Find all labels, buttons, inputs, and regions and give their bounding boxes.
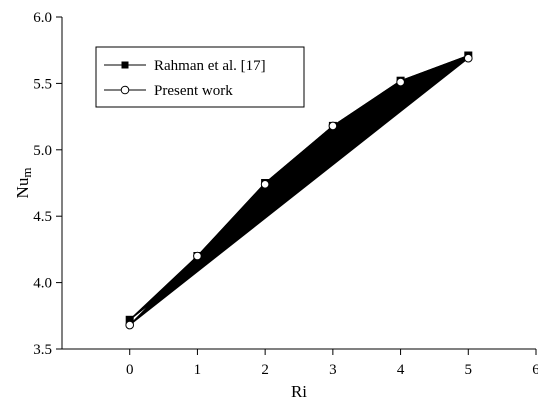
data-point-circle [396,77,405,87]
y-tick-label: 4.5 [33,209,52,225]
data-point-circle [125,320,134,330]
x-tick-label: 3 [329,362,337,378]
y-tick-label: 6.0 [33,10,52,26]
axis-labels: Ri Num [13,168,307,401]
legend-marker-square [121,61,129,69]
x-tick-label: 4 [397,362,405,378]
y-tick-label: 4.0 [33,276,52,292]
x-tick-label: 0 [126,362,134,378]
data-point-circle [260,180,270,189]
legend-box [95,46,305,108]
y-axis-label-main: Nu [13,177,32,198]
legend-label-1: Rahman et al. [17] [154,58,266,74]
legend-marker-circle [120,85,130,95]
data-point-circle [464,53,473,63]
legend: Rahman et al. [17] Present work [95,46,305,108]
y-tick-label: 3.5 [33,342,52,358]
x-axis-label: Ri [291,382,307,400]
series-line-2 [129,57,469,326]
data-point-circle [328,121,338,131]
y-tick-label: 5.5 [33,76,52,92]
axes-layer: 3.5 4.0 4.5 5.0 5.5 6.0 0 1 2 3 4 5 6 [33,10,538,378]
y-tick-label: 5.0 [33,143,52,159]
x-tick-label: 5 [465,362,473,378]
x-tick-label: 1 [194,362,202,378]
data-point-circle [193,251,202,261]
y-axis-label-subscript: m [19,168,34,178]
x-tick-label: 6 [532,362,538,378]
x-tick-label: 2 [261,362,269,378]
legend-label-2: Present work [154,83,233,99]
y-axis-label: Num [13,168,34,199]
series-layer [125,51,473,330]
